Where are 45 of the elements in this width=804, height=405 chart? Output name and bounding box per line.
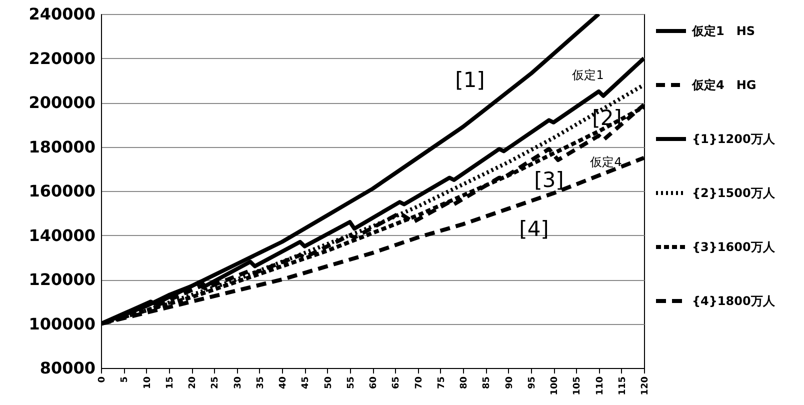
x-tick-label: 10 (142, 376, 153, 390)
y-tick-label: 240000 (28, 4, 96, 24)
x-tick-label: 90 (504, 376, 515, 390)
x-tick-label: 120 (640, 376, 650, 396)
x-tick-label: 60 (369, 376, 379, 390)
y-tick-label: 200000 (28, 93, 96, 112)
x-tick-label: 45 (301, 376, 312, 390)
annotation: [1] (455, 68, 485, 92)
y-tick-label: 140000 (28, 226, 96, 245)
x-tick-label: 80 (460, 376, 470, 390)
x-tick-label: 25 (210, 376, 221, 390)
legend-label: 仮定1 HS (691, 24, 756, 38)
y-tick-label: 80000 (40, 358, 96, 378)
x-tick-label: 70 (414, 376, 424, 390)
x-tick-label: 30 (233, 376, 244, 390)
x-tick-label: 110 (595, 376, 606, 396)
y-tick-label: 120000 (28, 270, 96, 289)
x-tick-label: 100 (550, 376, 560, 396)
x-tick-label: 40 (278, 376, 288, 390)
x-tick-label: 15 (165, 376, 176, 390)
x-tick-label: 50 (324, 376, 334, 390)
legend-label: {2}1500万人 (692, 186, 776, 200)
x-tick-label: 85 (482, 376, 492, 390)
x-tick-label: 5 (120, 376, 130, 383)
x-tick-label: 55 (346, 376, 356, 390)
x-tick-label: 75 (436, 376, 447, 390)
annotation: [3] (534, 168, 564, 192)
x-tick-label: 65 (392, 376, 402, 390)
legend-label: {3}1600万人 (692, 240, 776, 254)
x-tick-label: 20 (188, 376, 198, 390)
x-tick-label: 35 (256, 376, 266, 390)
x-tick-label: 0 (98, 376, 108, 383)
x-tick-label: 105 (572, 376, 583, 396)
annotation: 仮定1 (571, 68, 604, 82)
y-tick-label: 180000 (28, 137, 96, 156)
y-tick-label: 100000 (28, 314, 96, 334)
legend-label: {1}1200万人 (692, 132, 776, 146)
y-tick-label: 160000 (28, 182, 96, 200)
annotation: 仮定4 (589, 155, 622, 169)
y-tick-label: 220000 (28, 48, 96, 68)
annotation: [4] (519, 217, 549, 241)
x-tick-label: 95 (527, 376, 538, 390)
legend-label: {4}1800万人 (692, 294, 776, 308)
x-tick-label: 115 (618, 376, 628, 396)
legend-label: 仮定4 HG (691, 78, 756, 92)
